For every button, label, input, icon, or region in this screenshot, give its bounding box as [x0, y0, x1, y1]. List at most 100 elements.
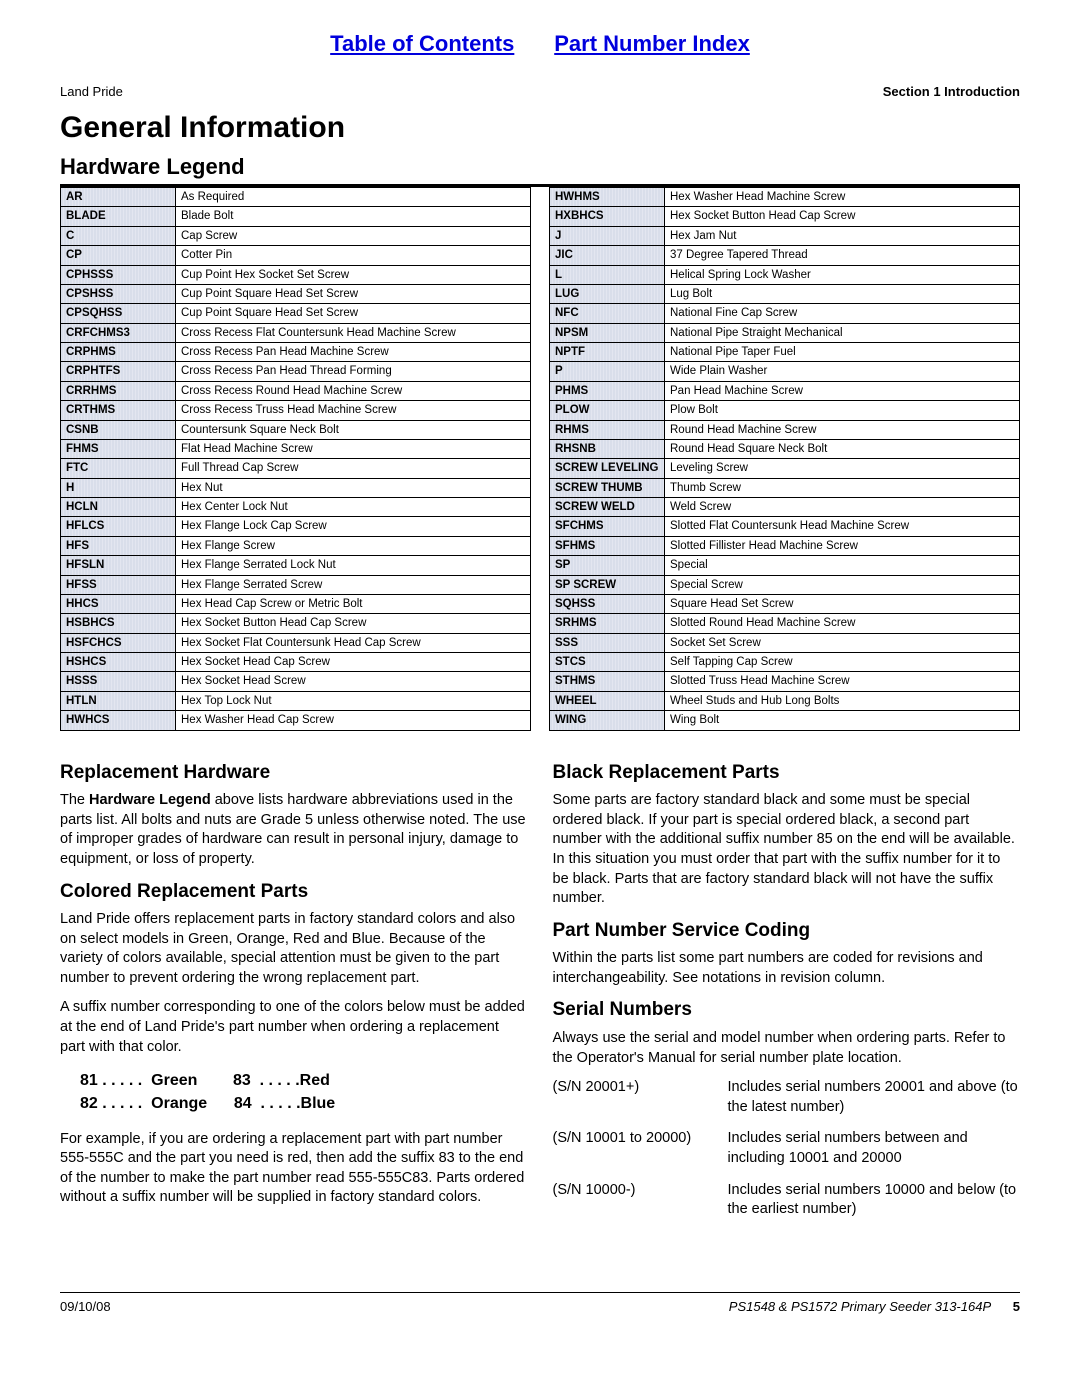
legend-abbr: STCS — [550, 653, 665, 672]
legend-row: HSBHCSHex Socket Button Head Cap Screw — [61, 614, 531, 633]
legend-abbr: LUG — [550, 284, 665, 303]
legend-desc: Full Thread Cap Screw — [176, 459, 531, 478]
legend-row: SPSpecial — [550, 556, 1020, 575]
legend-desc: Cup Point Square Head Set Screw — [176, 304, 531, 323]
legend-heading: Hardware Legend — [60, 153, 1020, 187]
legend-row: CPSHSSCup Point Square Head Set Screw — [61, 284, 531, 303]
legend-abbr: BLADE — [61, 207, 176, 226]
legend-row: WHEELWheel Studs and Hub Long Bolts — [550, 691, 1020, 710]
legend-row: HWHCSHex Washer Head Cap Screw — [61, 711, 531, 730]
brand-label: Land Pride — [60, 84, 123, 101]
legend-desc: Hex Nut — [176, 478, 531, 497]
legend-abbr: HCLN — [61, 498, 176, 517]
legend-row: RHMSRound Head Machine Screw — [550, 420, 1020, 439]
legend-desc: Hex Flange Serrated Screw — [176, 575, 531, 594]
legend-abbr: HFSS — [61, 575, 176, 594]
legend-desc: Hex Center Lock Nut — [176, 498, 531, 517]
legend-row: SCREW WELDWeld Screw — [550, 498, 1020, 517]
legend-row: CCap Screw — [61, 226, 531, 245]
legend-abbr: HWHMS — [550, 188, 665, 207]
legend-desc: Hex Washer Head Machine Screw — [665, 188, 1020, 207]
legend-row: HFSLNHex Flange Serrated Lock Nut — [61, 556, 531, 575]
legend-desc: Slotted Fillister Head Machine Screw — [665, 536, 1020, 555]
legend-desc: Cap Screw — [176, 226, 531, 245]
legend-desc: Special — [665, 556, 1020, 575]
legend-abbr: NPTF — [550, 343, 665, 362]
legend-desc: Hex Socket Button Head Cap Screw — [665, 207, 1020, 226]
legend-row: HFSSHex Flange Serrated Screw — [61, 575, 531, 594]
legend-row: PHMSPan Head Machine Screw — [550, 381, 1020, 400]
legend-abbr: PLOW — [550, 401, 665, 420]
legend-abbr: H — [61, 478, 176, 497]
legend-desc: Hex Socket Button Head Cap Screw — [176, 614, 531, 633]
legend-desc: Hex Head Cap Screw or Metric Bolt — [176, 594, 531, 613]
legend-abbr: HFSLN — [61, 556, 176, 575]
legend-row: HFLCSHex Flange Lock Cap Screw — [61, 517, 531, 536]
serial-desc: Includes serial numbers between and incl… — [728, 1129, 1021, 1168]
legend-desc: Special Screw — [665, 575, 1020, 594]
brp-p1: Some parts are factory standard black an… — [553, 791, 1021, 908]
legend-row: SP SCREWSpecial Screw — [550, 575, 1020, 594]
legend-abbr: WING — [550, 711, 665, 730]
serial-desc: Includes serial numbers 10000 and below … — [728, 1181, 1021, 1220]
legend-table-right: HWHMSHex Washer Head Machine ScrewHXBHCS… — [549, 187, 1020, 731]
legend-abbr: CPSHSS — [61, 284, 176, 303]
sn-heading: Serial Numbers — [553, 998, 1021, 1023]
legend-row: NFCNational Fine Cap Screw — [550, 304, 1020, 323]
pni-link[interactable]: Part Number Index — [554, 31, 750, 56]
legend-abbr: HFS — [61, 536, 176, 555]
legend-row: CRTHMSCross Recess Truss Head Machine Sc… — [61, 401, 531, 420]
toc-link[interactable]: Table of Contents — [330, 31, 514, 56]
legend-row: FTCFull Thread Cap Screw — [61, 459, 531, 478]
legend-desc: Flat Head Machine Screw — [176, 439, 531, 458]
header-bar: Land Pride Section 1 Introduction — [60, 84, 1020, 101]
legend-row: LHelical Spring Lock Washer — [550, 265, 1020, 284]
legend-abbr: SFCHMS — [550, 517, 665, 536]
legend-abbr: FHMS — [61, 439, 176, 458]
legend-row: NPSMNational Pipe Straight Mechanical — [550, 323, 1020, 342]
legend-abbr: HSSS — [61, 672, 176, 691]
legend-abbr: NPSM — [550, 323, 665, 342]
legend-abbr: P — [550, 362, 665, 381]
legend-desc: Square Head Set Screw — [665, 594, 1020, 613]
legend-desc: Plow Bolt — [665, 401, 1020, 420]
legend-row: CRFCHMS3Cross Recess Flat Countersunk He… — [61, 323, 531, 342]
legend-abbr: PHMS — [550, 381, 665, 400]
footer-doc: PS1548 & PS1572 Primary Seeder 313-164P — [729, 1299, 991, 1314]
legend-abbr: SQHSS — [550, 594, 665, 613]
legend-desc: Cross Recess Pan Head Machine Screw — [176, 343, 531, 362]
legend-abbr: HSFCHCS — [61, 633, 176, 652]
legend-desc: Hex Top Lock Nut — [176, 691, 531, 710]
serial-row: (S/N 20001+)Includes serial numbers 2000… — [553, 1078, 1021, 1117]
legend-desc: As Required — [176, 188, 531, 207]
legend-row: STCSSelf Tapping Cap Screw — [550, 653, 1020, 672]
legend-abbr: HSHCS — [61, 653, 176, 672]
rh-bold: Hardware Legend — [89, 792, 211, 808]
legend-row: SQHSSSquare Head Set Screw — [550, 594, 1020, 613]
legend-desc: Cup Point Hex Socket Set Screw — [176, 265, 531, 284]
legend-row: SFHMSSlotted Fillister Head Machine Scre… — [550, 536, 1020, 555]
legend-desc: Wing Bolt — [665, 711, 1020, 730]
legend-abbr: HXBHCS — [550, 207, 665, 226]
footer-page: 5 — [1013, 1299, 1020, 1314]
legend-abbr: CRTHMS — [61, 401, 176, 420]
legend-abbr: SCREW LEVELING — [550, 459, 665, 478]
legend-desc: Cup Point Square Head Set Screw — [176, 284, 531, 303]
legend-row: BLADEBlade Bolt — [61, 207, 531, 226]
crp-p2: A suffix number corresponding to one of … — [60, 998, 528, 1057]
legend-abbr: CP — [61, 246, 176, 265]
legend-desc: Wheel Studs and Hub Long Bolts — [665, 691, 1020, 710]
legend-abbr: SSS — [550, 633, 665, 652]
legend-row: JIC37 Degree Tapered Thread — [550, 246, 1020, 265]
legend-row: HFSHex Flange Screw — [61, 536, 531, 555]
legend-desc: Leveling Screw — [665, 459, 1020, 478]
footer-rule — [60, 1292, 1020, 1293]
pnsc-p1: Within the parts list some part numbers … — [553, 949, 1021, 988]
pnsc-heading: Part Number Service Coding — [553, 919, 1021, 944]
legend-abbr: SRHMS — [550, 614, 665, 633]
legend-desc: Blade Bolt — [176, 207, 531, 226]
body-columns: Replacement Hardware The Hardware Legend… — [60, 751, 1020, 1232]
legend-row: CSNBCountersunk Square Neck Bolt — [61, 420, 531, 439]
legend-abbr: SCREW WELD — [550, 498, 665, 517]
legend-row: HCLNHex Center Lock Nut — [61, 498, 531, 517]
